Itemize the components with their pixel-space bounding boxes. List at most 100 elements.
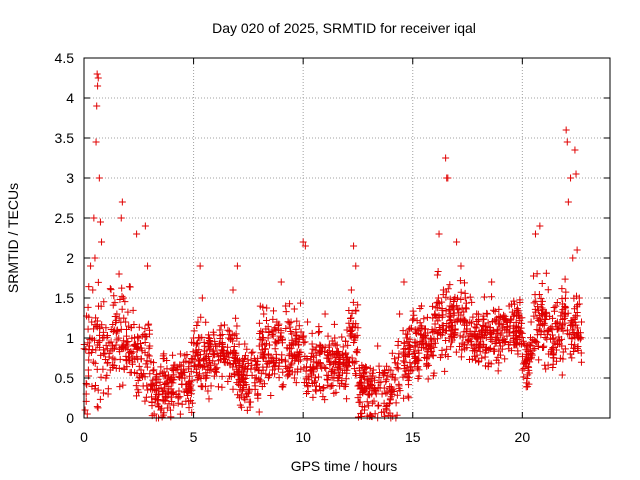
data-point [282,358,290,366]
data-point [468,333,476,341]
data-point [403,373,411,381]
data-point [441,367,449,375]
data-point [342,375,350,383]
data-point [253,361,261,369]
data-point [274,337,282,345]
data-point [429,302,437,310]
data-point [149,380,157,388]
data-point [278,356,286,364]
data-point [383,362,391,370]
data-point [206,334,214,342]
data-point [105,339,113,347]
data-point [229,286,237,294]
data-point [117,214,125,222]
data-point [447,316,455,324]
data-point [542,365,550,373]
data-point [215,353,223,361]
data-point [265,328,273,336]
data-point [299,238,307,246]
data-point [241,364,249,372]
data-point [439,286,447,294]
data-point [446,302,454,310]
data-point [203,350,211,358]
data-point [141,373,149,381]
data-point [135,334,143,342]
data-point [401,345,409,353]
data-point [538,304,546,312]
data-point [177,369,185,377]
data-point [109,301,117,309]
data-point [204,387,212,395]
data-point [82,345,90,353]
data-point [375,401,383,409]
data-point [87,262,95,270]
data-point [185,381,193,389]
data-point [182,357,190,365]
data-point [390,388,398,396]
data-point [405,326,413,334]
data-point [282,302,290,310]
data-point [116,383,124,391]
data-point [529,272,537,280]
data-point [137,366,145,374]
data-point [497,320,505,328]
data-point [339,343,347,351]
data-point [514,336,522,344]
data-point [160,368,168,376]
data-point [257,349,265,357]
data-point [255,319,263,327]
data-point [567,174,575,182]
data-point [165,400,173,408]
data-point [272,350,280,358]
data-point [339,350,347,358]
data-point [267,391,275,399]
data-point [134,355,142,363]
data-point [135,323,143,331]
data-point [478,354,486,362]
data-point [337,379,345,387]
data-point [112,341,120,349]
data-point [260,310,268,318]
data-point [399,373,407,381]
data-point [236,377,244,385]
data-point [162,379,170,387]
data-point [538,311,546,319]
data-point [495,305,503,313]
data-point [420,315,428,323]
data-point [211,365,219,373]
data-point [491,307,499,315]
data-point [307,363,315,371]
data-point [131,342,139,350]
data-point [567,321,575,329]
data-point [569,254,577,262]
data-point [563,138,571,146]
data-point [311,386,319,394]
data-point [232,330,240,338]
data-point [399,357,407,365]
data-point [466,293,474,301]
data-point [118,305,126,313]
data-point [434,298,442,306]
data-point [286,300,294,308]
data-point [100,298,108,306]
data-point [287,328,295,336]
data-point [246,403,254,411]
data-point [520,365,528,373]
data-point [551,338,559,346]
data-point [181,374,189,382]
data-point [527,318,535,326]
data-point [158,413,166,421]
data-point [182,397,190,405]
data-point [96,218,104,226]
data-point [574,301,582,309]
data-point [575,300,583,308]
data-point [300,332,308,340]
data-point [259,353,267,361]
data-point [450,309,458,317]
data-point [99,389,107,397]
y-tick-label: 2 [66,250,74,266]
data-point [448,326,456,334]
data-point [534,342,542,350]
data-point [561,310,569,318]
data-point [359,389,367,397]
